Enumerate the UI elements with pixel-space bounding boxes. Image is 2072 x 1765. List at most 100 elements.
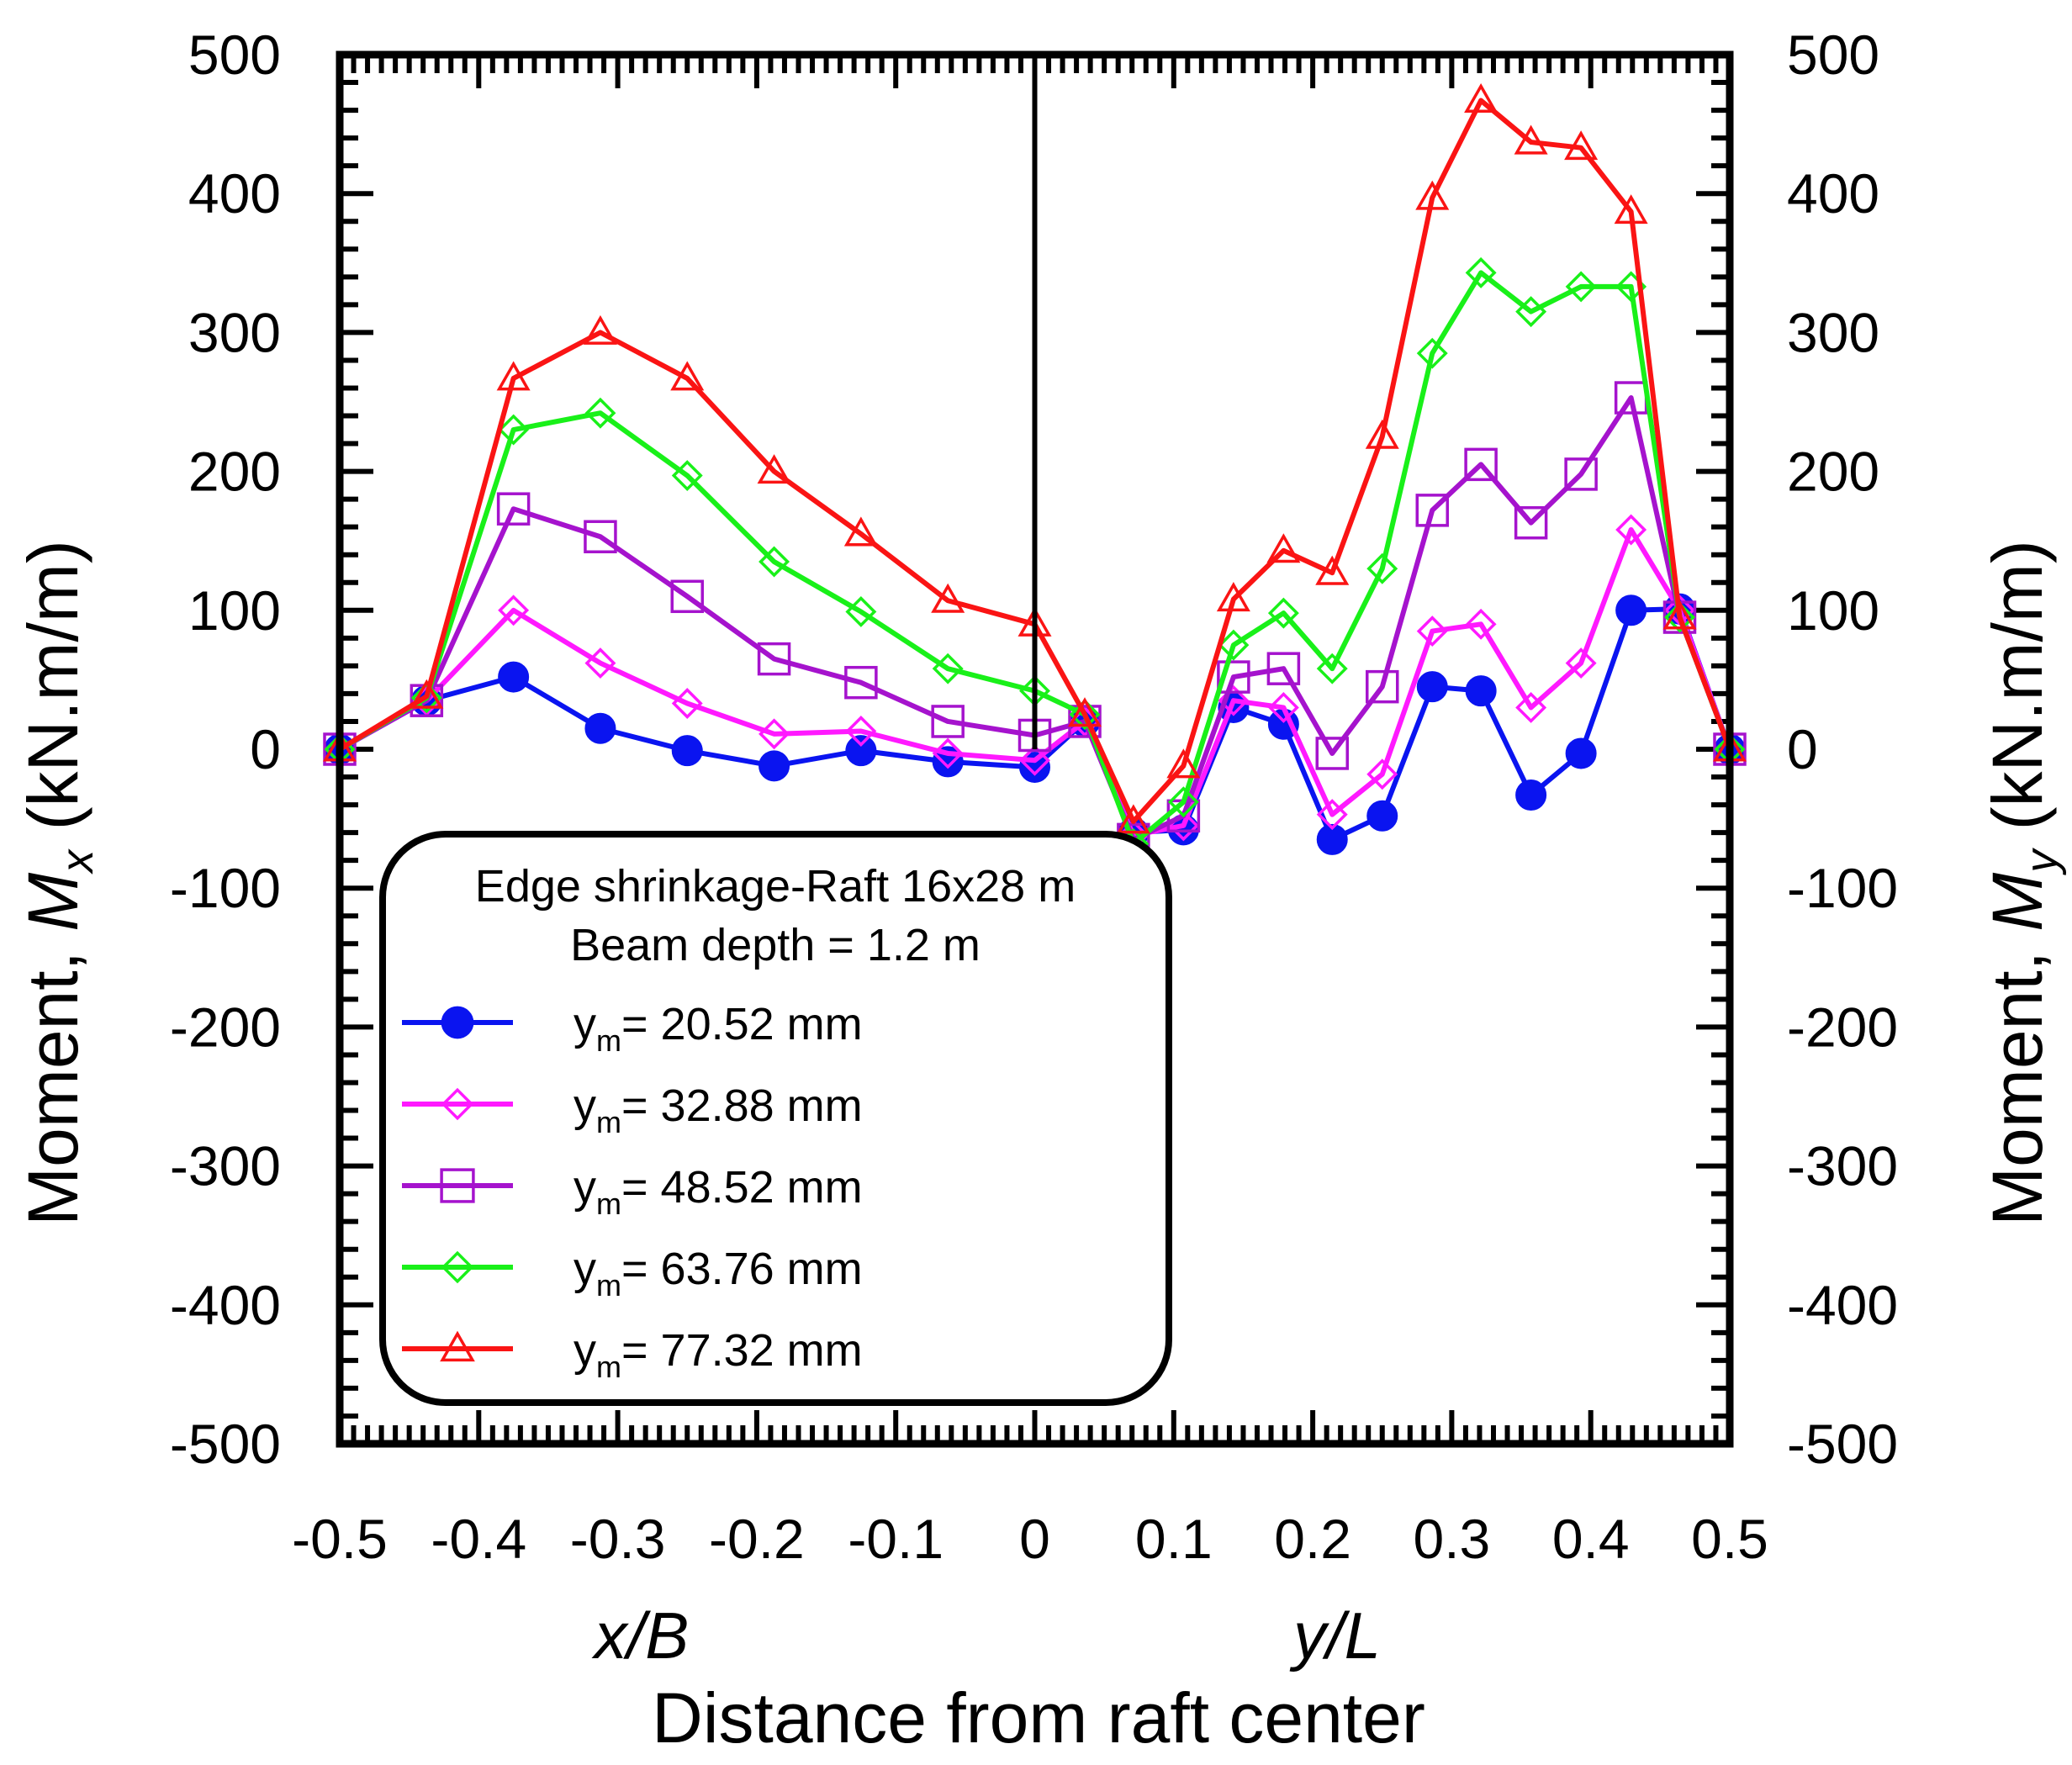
data-point <box>1514 505 1548 540</box>
x-tick-label: -0.5 <box>292 1508 388 1570</box>
legend-label: ym= 32.88 mm <box>574 1081 863 1139</box>
y-tick-label-left: -200 <box>170 996 281 1058</box>
y-tick-label-left: 100 <box>188 579 281 642</box>
data-point <box>1662 600 1697 630</box>
data-point <box>671 460 703 492</box>
y-tick-label-right: 500 <box>1787 24 1879 86</box>
data-point <box>440 1168 475 1203</box>
data-point <box>1564 130 1599 161</box>
data-point <box>1515 296 1547 328</box>
data-point <box>932 737 964 769</box>
data-point <box>1464 82 1498 114</box>
data-point <box>758 546 790 578</box>
x-tick-label: -0.1 <box>848 1508 944 1570</box>
y-tick-label-right: 200 <box>1787 441 1879 503</box>
data-point <box>1366 800 1398 832</box>
data-point <box>1315 555 1350 585</box>
x-tick-label: 0.3 <box>1414 1508 1491 1570</box>
y-tick-label-right: -300 <box>1787 1135 1898 1197</box>
y-tick-label-right: -400 <box>1787 1274 1898 1336</box>
x-sublabel-right: y/L <box>1289 1599 1381 1673</box>
data-point <box>584 397 616 429</box>
x-tick-label: -0.2 <box>709 1508 805 1570</box>
data-point <box>1266 652 1301 685</box>
data-point <box>931 583 965 613</box>
series-line <box>338 98 1732 824</box>
data-point <box>1315 737 1349 770</box>
y-tick-label-right: -500 <box>1787 1413 1898 1475</box>
y-tick-label-left: -100 <box>170 857 281 919</box>
y-tick-label-right: 100 <box>1787 579 1879 642</box>
data-point <box>1514 124 1548 155</box>
data-point <box>1267 597 1299 629</box>
data-point <box>1218 629 1250 661</box>
series-line <box>338 526 1732 838</box>
legend-subtitle: Beam depth = 1.2 m <box>570 920 980 970</box>
legend-label: ym= 77.32 mm <box>574 1325 863 1384</box>
data-point <box>1464 447 1498 482</box>
y-tick-label-left: 300 <box>188 301 281 363</box>
data-point <box>1166 748 1201 779</box>
data-point <box>1366 669 1399 704</box>
data-point <box>932 653 964 684</box>
tick-labels: -0.5 -0.4 -0.3 -0.2 -0.1 0 0.1 0.2 0.3 0.4 0.5 500 5… <box>170 24 1898 1570</box>
data-point <box>410 682 442 714</box>
data-point <box>498 414 530 446</box>
data-point <box>1465 256 1497 288</box>
y-tick-label-right: 300 <box>1787 301 1879 363</box>
data-point <box>1116 804 1150 834</box>
data-point <box>441 1087 474 1121</box>
legend: Edge shrinkage-Raft 16x28 m Beam depth =… <box>379 831 1172 1406</box>
data-point <box>1316 799 1348 831</box>
data-point <box>844 665 878 700</box>
x-axis-title: Distance from raft center <box>652 1678 1425 1757</box>
data-point <box>845 735 877 767</box>
y-axis-title-left: Moment, Mx (kN.m/m) <box>13 540 103 1226</box>
x-tick-label: 0.4 <box>1552 1508 1630 1570</box>
data-point <box>670 579 704 614</box>
data-point <box>584 520 617 553</box>
data-point <box>498 661 530 693</box>
y-axis-title-right: Moment, My (kN.m/m) <box>1978 540 2067 1226</box>
data-point <box>584 647 616 679</box>
legend-label: ym= 48.52 mm <box>574 1162 863 1221</box>
data-point <box>1664 601 1695 633</box>
data-point <box>1366 758 1398 790</box>
y-tick-label-left: 500 <box>188 24 281 86</box>
data-point <box>1615 594 1647 626</box>
legend-label: ym= 63.76 mm <box>574 1244 863 1303</box>
data-point <box>1565 737 1597 769</box>
data-point <box>1266 533 1301 563</box>
data-point <box>1615 514 1647 546</box>
x-tick-label: 0.5 <box>1691 1508 1768 1570</box>
data-point <box>1465 675 1497 707</box>
series-group <box>322 82 1747 834</box>
y-tick-label-left: -500 <box>170 1413 281 1475</box>
data-point <box>1316 653 1348 684</box>
data-point <box>1167 786 1199 818</box>
series-line <box>338 270 1732 847</box>
data-point <box>845 716 877 747</box>
data-point <box>1217 660 1250 694</box>
data-point <box>1416 616 1448 647</box>
data-point <box>670 361 705 391</box>
data-point <box>498 594 530 626</box>
plot-frame <box>336 50 1734 1448</box>
x-tick-label: -0.4 <box>431 1508 526 1570</box>
y-tick-label-left: -400 <box>170 1274 281 1336</box>
data-point <box>1316 823 1348 855</box>
data-point <box>843 516 878 547</box>
data-point <box>931 705 965 738</box>
data-point <box>1415 494 1450 527</box>
x-tick-label: 0 <box>1019 1508 1050 1570</box>
data-point <box>1366 552 1398 584</box>
legend-box <box>379 831 1172 1406</box>
data-point <box>1416 671 1448 703</box>
data-point <box>1267 691 1299 723</box>
data-point <box>440 1330 475 1362</box>
data-point <box>1068 705 1102 738</box>
data-point <box>1069 699 1101 731</box>
data-point <box>496 492 531 526</box>
data-point <box>441 1006 474 1039</box>
x-tick-label: -0.3 <box>570 1508 666 1570</box>
